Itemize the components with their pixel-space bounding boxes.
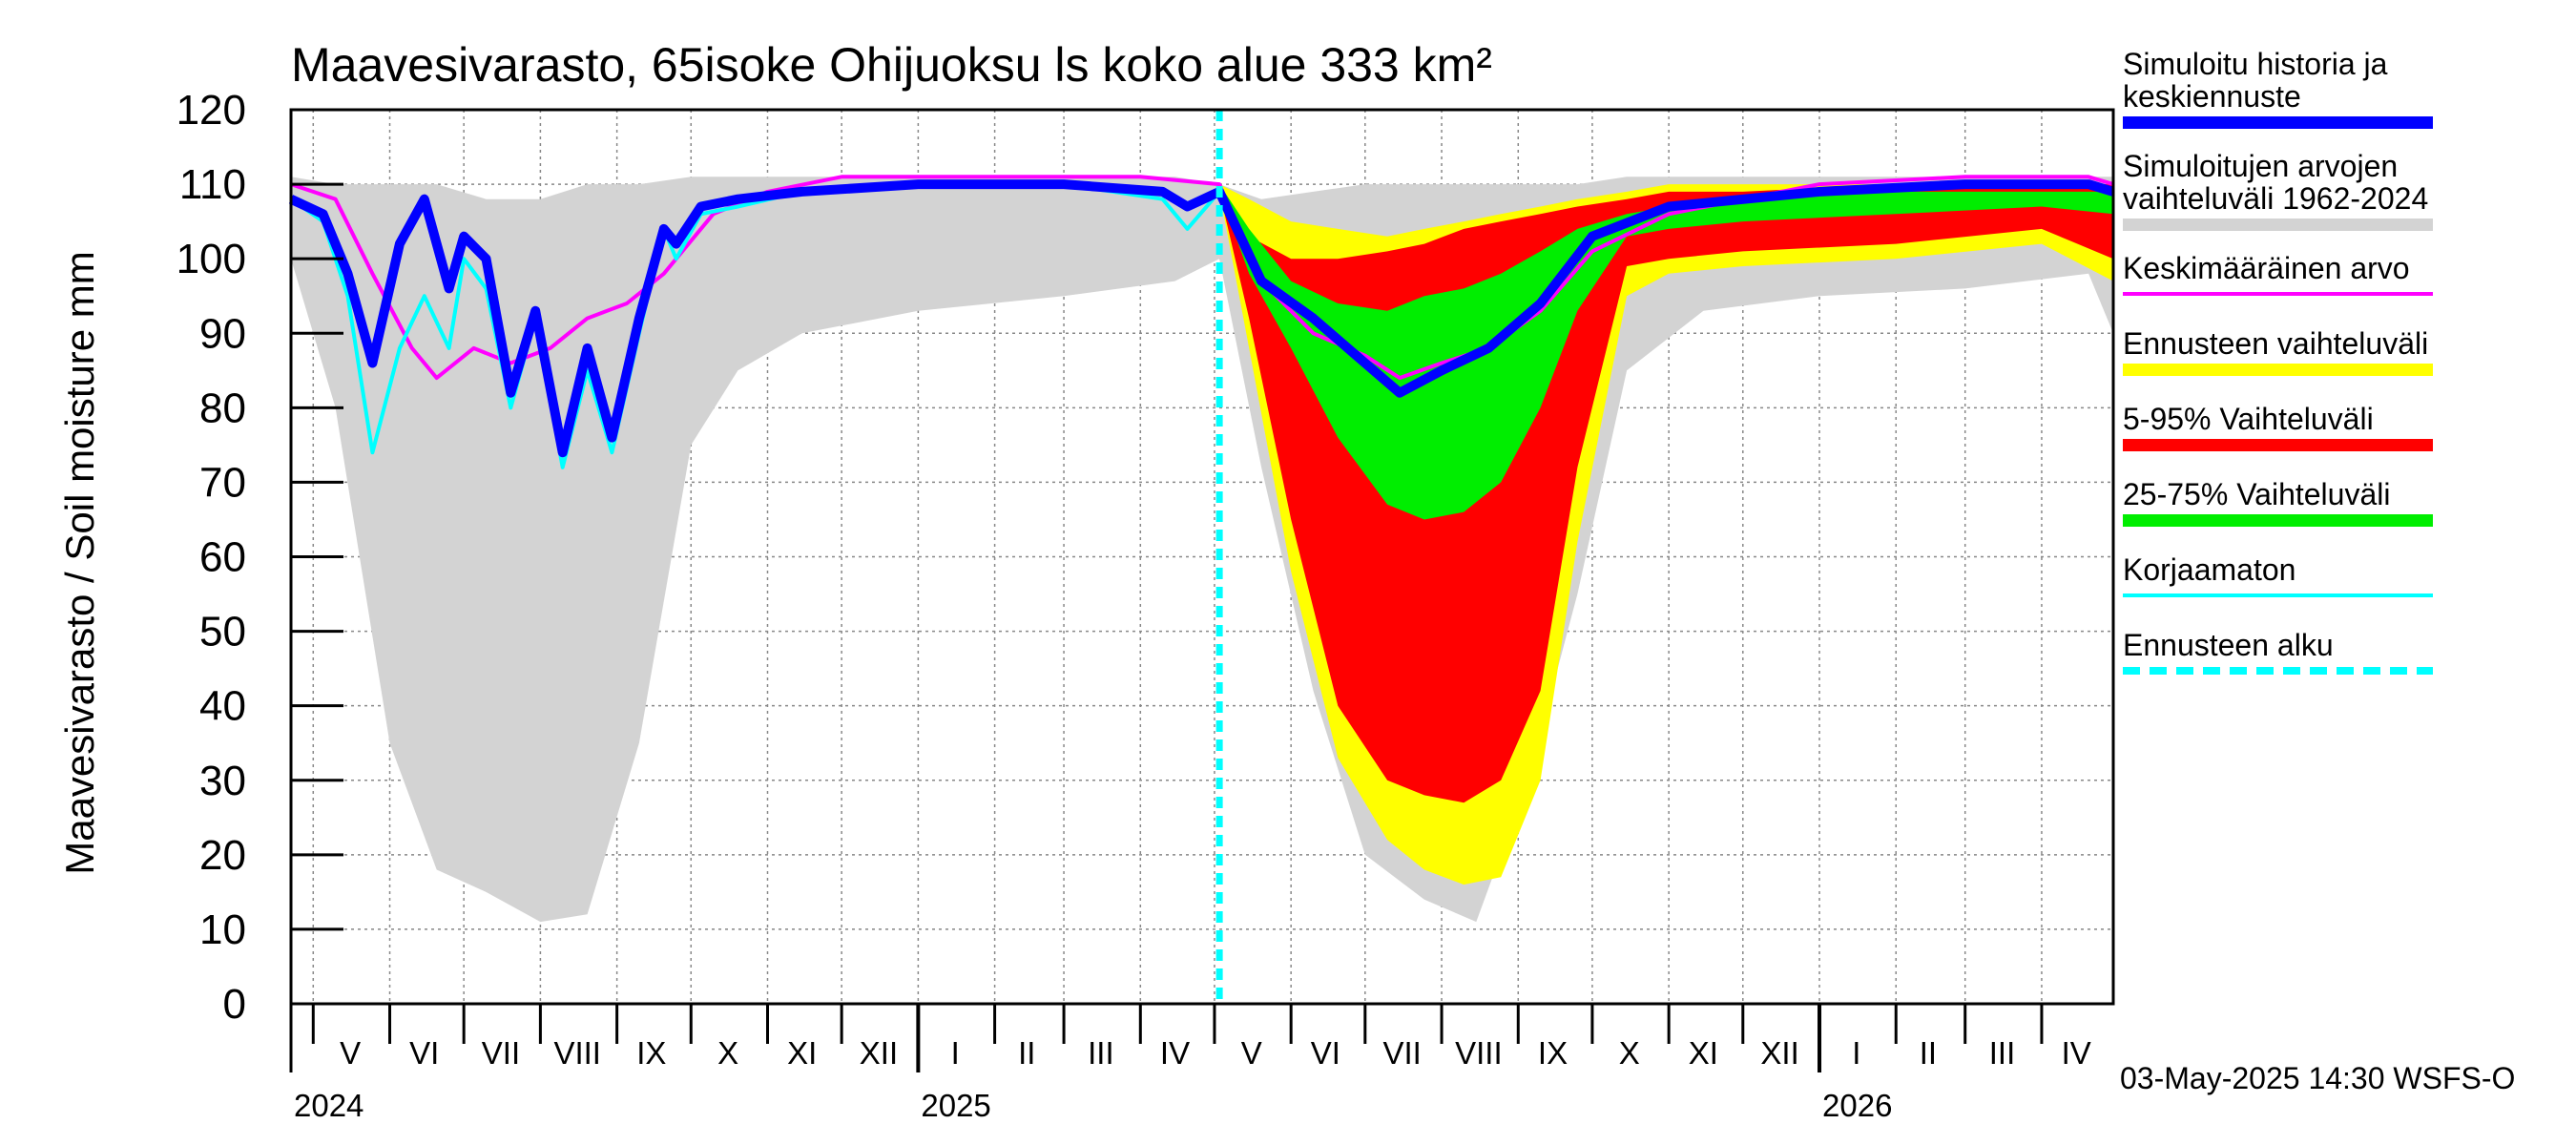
month-label: XI xyxy=(787,1035,817,1071)
legend-item: Simuloitu historia ja keskiennuste xyxy=(2123,48,2562,129)
y-tick-label: 50 xyxy=(199,609,246,656)
line-keskim-r-inen-arvo xyxy=(290,175,2114,381)
month-label: IX xyxy=(1538,1035,1568,1071)
month-label: VII xyxy=(482,1035,520,1071)
month-label: XI xyxy=(1689,1035,1718,1071)
legend-item: 5-95% Vaihteluväli xyxy=(2123,403,2562,451)
y-tick-label: 120 xyxy=(177,87,246,134)
month-label: IV xyxy=(1160,1035,1190,1071)
month-label: X xyxy=(1619,1035,1640,1071)
y-tick-label: 70 xyxy=(199,459,246,506)
y-tick-label: 0 xyxy=(223,981,246,1028)
month-label: IX xyxy=(636,1035,666,1071)
legend-swatch xyxy=(2123,116,2433,129)
y-tick-labels: 0 10 20 30 40 50 60 70 80 90 100 110 120 xyxy=(177,87,246,1028)
legend-label: Ennusteen vaihteluväli xyxy=(2123,326,2429,361)
legend-swatch xyxy=(2123,667,2433,675)
month-label: I xyxy=(1852,1035,1860,1071)
legend: Simuloitu historia ja keskiennuste Simulo… xyxy=(2123,48,2562,701)
legend-label: Korjaamaton xyxy=(2123,552,2296,587)
legend-item: Korjaamaton xyxy=(2123,553,2562,597)
y-tick-label: 90 xyxy=(199,310,246,357)
month-label: I xyxy=(951,1035,960,1071)
legend-swatch xyxy=(2123,292,2433,296)
month-label: IV xyxy=(2062,1035,2091,1071)
legend-label: Simuloitu historia ja keskiennuste xyxy=(2123,47,2388,114)
month-label: V xyxy=(340,1035,361,1071)
axes xyxy=(289,108,2115,1072)
y-tick-label: 80 xyxy=(199,385,246,431)
band-25-75-vaihteluv-li xyxy=(1219,184,2113,520)
y-tick-label: 110 xyxy=(179,161,246,208)
month-label: VIII xyxy=(1455,1035,1503,1071)
year-label: 2024 xyxy=(294,1088,364,1123)
legend-item: Ennusteen vaihteluväli xyxy=(2123,327,2562,376)
legend-swatch xyxy=(2123,219,2433,231)
month-label: VIII xyxy=(553,1035,601,1071)
month-label: III xyxy=(1989,1035,2016,1071)
y-tick-label: 40 xyxy=(199,683,246,730)
y-axis-label: Maavesivarasto / Soil moisture mm xyxy=(57,251,102,875)
legend-swatch xyxy=(2123,514,2433,527)
legend-swatch xyxy=(2123,439,2433,451)
month-label: III xyxy=(1088,1035,1114,1071)
y-tick-label: 60 xyxy=(199,534,246,581)
y-tick-label: 30 xyxy=(199,758,246,804)
month-label: XII xyxy=(1760,1035,1798,1071)
legend-swatch xyxy=(2123,364,2433,376)
month-label: VI xyxy=(1311,1035,1340,1071)
month-label: V xyxy=(1241,1035,1262,1071)
legend-label: 5-95% Vaihteluväli xyxy=(2123,402,2374,436)
x-month-labels: V VI VII VIII IX X XI XII I II III IV V VI VII VIII IX X X… xyxy=(294,1035,2091,1123)
month-label: XII xyxy=(860,1035,898,1071)
legend-label: Simuloitujen arvojen vaihteluväli 1962-2… xyxy=(2123,149,2429,216)
legend-item: Keskimääräinen arvo xyxy=(2123,252,2562,296)
legend-label: 25-75% Vaihteluväli xyxy=(2123,477,2391,511)
y-tick-label: 10 xyxy=(199,906,246,953)
year-label: 2026 xyxy=(1822,1088,1892,1123)
series-lines xyxy=(288,175,2115,469)
month-label: VI xyxy=(409,1035,439,1071)
legend-item: 25-75% Vaihteluväli xyxy=(2123,478,2562,527)
month-label: II xyxy=(1018,1035,1035,1071)
y-tick-label: 20 xyxy=(199,832,246,879)
line-simuloitu-historia-ja-keskiennuste xyxy=(288,179,2115,458)
month-label: X xyxy=(717,1035,738,1071)
month-label: VII xyxy=(1382,1035,1421,1071)
legend-item: Ennusteen alku xyxy=(2123,629,2562,675)
range-bands xyxy=(291,177,2113,923)
y-tick-label: 100 xyxy=(177,236,246,282)
footer-timestamp: 03-May-2025 14:30 WSFS-O xyxy=(2120,1061,2516,1095)
month-label: II xyxy=(1920,1035,1937,1071)
legend-label: Keskimääräinen arvo xyxy=(2123,251,2410,285)
band-simuloitujen-arvojen-vaihteluv-li-1962-2024 xyxy=(291,177,2113,923)
legend-label: Ennusteen alku xyxy=(2123,628,2334,662)
year-label: 2025 xyxy=(921,1088,990,1123)
legend-item: Simuloitujen arvojen vaihteluväli 1962-2… xyxy=(2123,150,2562,231)
chart-title: Maavesivarasto, 65isoke Ohijuoksu ls kok… xyxy=(291,38,1492,92)
legend-swatch xyxy=(2123,593,2433,597)
